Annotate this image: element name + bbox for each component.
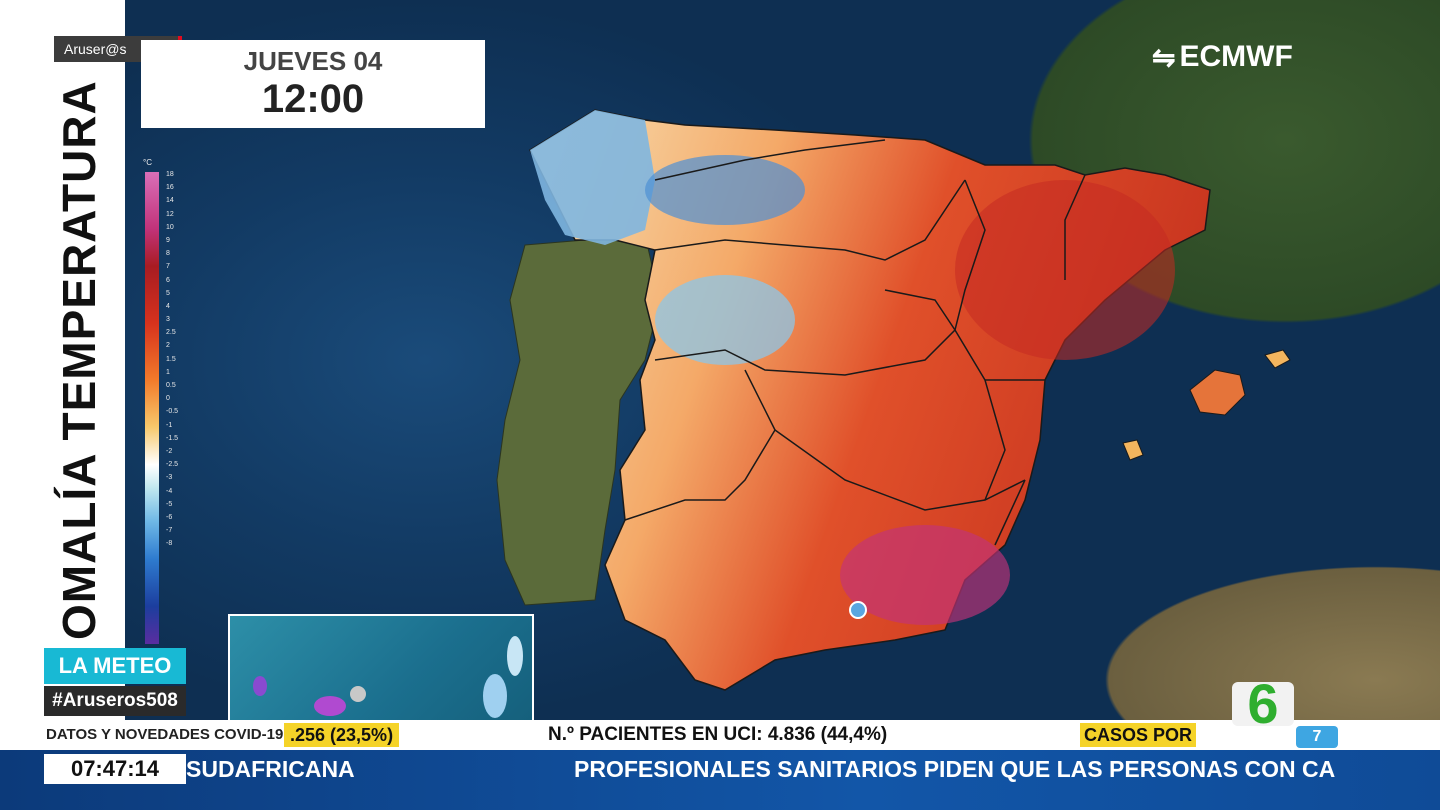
temperature-scale-ticks: 18 16 14 12 10 9 8 7 6 5 4 3 2.5 2 1.5 1 0.5 0 -0.5 -1 -1.5 -…: [166, 168, 186, 648]
menorca: [1264, 349, 1291, 369]
scale-tick: 6: [166, 276, 170, 284]
map-title: OMALÍA TEMPERATURA: [53, 80, 105, 640]
galicia-cold: [530, 110, 655, 245]
scale-tick: 9: [166, 236, 170, 244]
scale-tick: -7: [166, 527, 173, 535]
left-title-panel: OMALÍA TEMPERATURA: [0, 0, 125, 720]
forecast-day: JUEVES 04: [243, 46, 383, 76]
scale-tick: 8: [166, 250, 170, 258]
headline-ticker: 07:47:14 SUDAFRICANA PROFESIONALES SANIT…: [0, 750, 1440, 810]
scale-tick: -1.5: [166, 434, 179, 442]
scale-tick: 0: [166, 395, 170, 403]
ticker-item: N.º PACIENTES EN UCI: 4.836 (44,4%): [548, 724, 888, 745]
source-logo: ⇋ ECMWF: [1152, 40, 1293, 74]
source-name: ECMWF: [1179, 40, 1293, 73]
scale-tick: -2.5: [166, 461, 179, 469]
forecast-time-box: JUEVES 04 12:00: [141, 40, 485, 128]
scale-tick: -3: [166, 474, 173, 482]
mallorca: [1189, 369, 1246, 416]
canary-islands-map: [253, 636, 523, 718]
region-borders: [624, 139, 1086, 546]
ecmwf-icon: ⇋: [1152, 41, 1176, 73]
scale-tick: 1: [166, 368, 170, 376]
scale-tick: 5: [166, 289, 170, 297]
scale-tick: 18: [166, 171, 174, 178]
ticker-item: .256 (23,5%): [284, 723, 400, 747]
scale-tick: 10: [166, 223, 174, 231]
scale-tick: 1.5: [166, 355, 176, 363]
scale-tick: 16: [166, 184, 174, 192]
channel-6-logo: 6: [1232, 676, 1294, 732]
temperature-scale-bar: [145, 172, 159, 644]
central-cold: [655, 275, 795, 365]
scale-tick: 0.5: [166, 382, 176, 389]
ticker-item: CASOS POR: [1080, 723, 1197, 747]
scale-tick: -4: [166, 487, 173, 495]
headline: PROFESIONALES SANITARIOS PIDEN QUE LAS P…: [574, 756, 1336, 782]
forecast-time: 12:00: [261, 77, 365, 121]
ibiza: [1122, 439, 1144, 461]
scale-tick: 4: [166, 302, 170, 310]
canary-islands-inset: [228, 614, 534, 722]
scale-tick: 14: [166, 197, 174, 205]
scale-unit: °C: [143, 158, 152, 167]
channel-badge: 7: [1296, 726, 1338, 748]
scale-tick: -2: [166, 447, 173, 455]
headline: SUDAFRICANA: [186, 756, 355, 782]
ticker-section-label: DATOS Y NOVEDADES COVID-19: [44, 720, 286, 750]
program-hashtag: #Aruseros508: [44, 686, 186, 716]
north-cold: [645, 155, 805, 225]
weather-map: [125, 0, 1440, 720]
granada-cold-dot: [849, 601, 867, 619]
scale-tick: 3: [166, 316, 170, 324]
clock: 07:47:14: [44, 754, 186, 784]
data-ticker: DATOS Y NOVEDADES COVID-19 .256 (23,5%) …: [0, 720, 1440, 750]
scale-tick: -1: [166, 421, 173, 429]
scale-tick: -6: [166, 513, 173, 521]
southeast-very-hot: [840, 525, 1010, 625]
iberia-anomaly-map: [496, 109, 1291, 691]
program-label: LA METEO: [44, 648, 186, 684]
scale-tick: 12: [166, 210, 174, 218]
scale-tick: 2: [166, 342, 170, 350]
scale-tick: -0.5: [166, 408, 179, 416]
scale-tick: -8: [166, 540, 173, 548]
scale-tick: 2.5: [166, 329, 176, 337]
scale-tick: -5: [166, 500, 173, 508]
scale-tick: 7: [166, 263, 170, 271]
